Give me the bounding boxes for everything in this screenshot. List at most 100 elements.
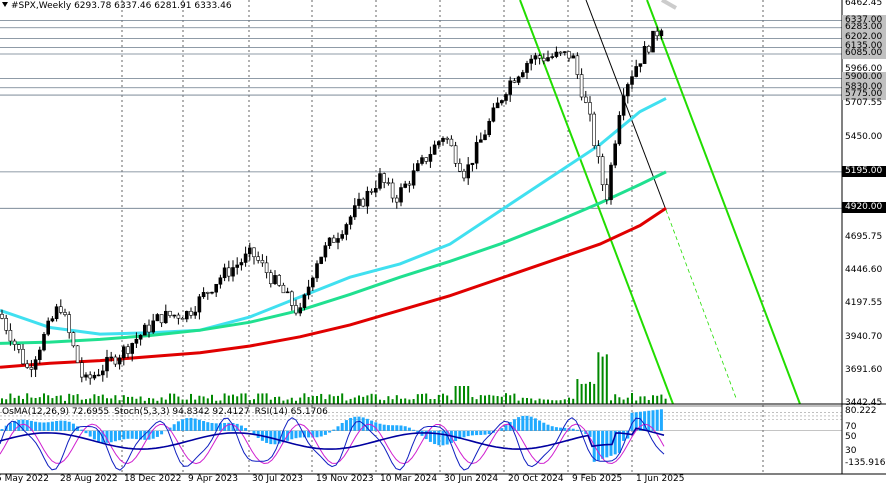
- candle-body: [491, 107, 496, 122]
- osma-bar: [332, 429, 336, 431]
- candle-body: [12, 340, 17, 345]
- candle-body: [222, 267, 227, 279]
- candle-body: [361, 198, 366, 207]
- volume-bar: [30, 397, 33, 404]
- candle-body: [457, 163, 462, 172]
- volume-bar: [353, 397, 356, 404]
- osma-bar: [559, 427, 563, 431]
- volume-bar: [240, 393, 243, 404]
- volume-bar: [652, 395, 654, 404]
- volume-bar: [278, 396, 281, 404]
- candle-body: [289, 291, 294, 306]
- volume-bar: [9, 393, 12, 404]
- price-tick-label: 6085.00: [842, 48, 886, 59]
- volume-bar: [127, 396, 129, 404]
- volume-bar: [59, 395, 62, 404]
- candle-body: [172, 314, 176, 317]
- osma-bar: [416, 430, 420, 433]
- time-tick-label: 5 May 2022: [0, 474, 49, 484]
- osma-bar: [588, 430, 592, 437]
- volume-bar: [395, 395, 398, 404]
- osma-bar: [244, 428, 248, 431]
- osma-bar: [139, 430, 143, 440]
- volume-bar: [122, 395, 125, 404]
- volume-bar: [408, 399, 411, 404]
- volume-bar: [534, 400, 537, 404]
- volume-bar: [383, 400, 386, 404]
- volume-bar: [370, 393, 373, 404]
- volume-bar: [185, 399, 188, 404]
- candle-body: [319, 256, 324, 264]
- candle-body: [495, 102, 500, 109]
- candle-body: [529, 58, 534, 64]
- candle-body: [143, 324, 147, 336]
- osma-bar: [475, 430, 479, 436]
- candle-body: [420, 157, 424, 164]
- osma-bar: [118, 430, 122, 441]
- price-tick-label: 6202.00: [842, 32, 886, 43]
- candle-body: [8, 330, 13, 342]
- candle-body: [579, 74, 584, 98]
- osma-bar: [298, 430, 302, 438]
- osma-bar: [29, 420, 33, 431]
- volume-bar: [13, 397, 16, 404]
- osma-bar: [181, 419, 185, 431]
- osma-bar: [80, 429, 84, 431]
- candle-body: [306, 286, 311, 296]
- candle-body: [592, 113, 597, 146]
- volume-bar: [563, 399, 566, 404]
- osma-bar: [580, 430, 584, 432]
- volume-bar: [148, 397, 150, 404]
- indicator-tick-label: 70: [845, 422, 857, 432]
- candle-body: [638, 63, 643, 67]
- osma-bar: [172, 424, 176, 431]
- osma-bar: [437, 430, 441, 446]
- osma-bar: [273, 430, 277, 445]
- volume-bar: [580, 383, 583, 404]
- price-tick-label: 4197.55: [845, 298, 883, 308]
- candle-body: [29, 367, 34, 370]
- rsi-line: [0, 427, 665, 450]
- candle-body: [101, 370, 105, 376]
- volume-bar: [614, 394, 617, 404]
- chart-menu-icon[interactable]: [2, 2, 8, 7]
- candle-body: [248, 247, 252, 255]
- osma-bar: [479, 430, 483, 435]
- osma-bar: [290, 430, 294, 440]
- osma-bar: [155, 430, 159, 437]
- volume-bar: [542, 399, 545, 404]
- volume-bar: [568, 397, 570, 404]
- osma-bar: [529, 416, 533, 431]
- price-tick-label: 6337.00: [842, 15, 886, 26]
- osma-bar: [277, 430, 281, 444]
- osma-bar: [218, 423, 222, 431]
- price-tick-label: 6462.45: [845, 0, 883, 8]
- volume-bar: [576, 379, 579, 404]
- osma-bar: [151, 430, 155, 439]
- volume-bar: [227, 395, 230, 404]
- time-tick-label: 30 Jul 2023: [252, 474, 303, 484]
- osma-bar: [122, 430, 126, 440]
- volume-bar: [349, 398, 352, 404]
- osma-bar: [168, 427, 172, 431]
- osma-bar: [571, 428, 575, 431]
- osma-bar: [512, 419, 516, 431]
- time-tick-label: 28 Aug 2022: [60, 474, 118, 484]
- candle-body: [147, 324, 151, 333]
- osma-bar: [386, 425, 390, 431]
- volume-bar: [429, 399, 432, 404]
- candle-body: [105, 356, 109, 372]
- osma-bar: [500, 428, 504, 431]
- volume-bar: [164, 399, 167, 404]
- osma-bar: [584, 430, 588, 435]
- volume-bar: [248, 400, 251, 404]
- volume-bar: [274, 397, 276, 404]
- volume-bar: [416, 394, 419, 404]
- price-tick-label: 5707.55: [845, 98, 883, 108]
- candle-body: [588, 102, 592, 115]
- candle-body: [625, 84, 630, 97]
- candle-body: [554, 51, 559, 57]
- osma-bar: [193, 418, 197, 431]
- candle-body: [58, 306, 63, 313]
